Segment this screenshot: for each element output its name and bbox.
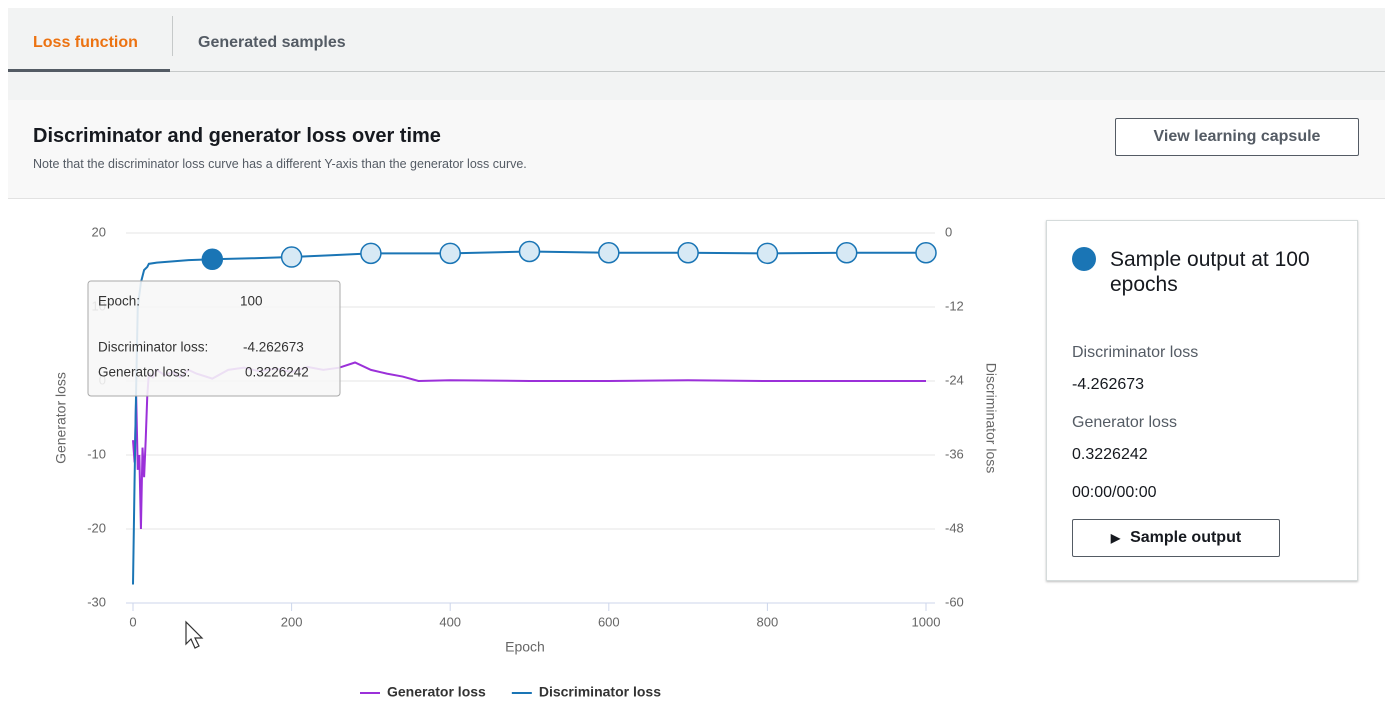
sample-dot: [1072, 247, 1096, 271]
value: -4.262673: [1072, 376, 1145, 393]
x-tick-label: 1000: [912, 614, 941, 629]
y2-tick-label: -36: [945, 446, 964, 461]
sample-marker: [439, 242, 461, 265]
y2-tick-label: 0: [945, 224, 952, 239]
tooltip-box: [87, 280, 341, 397]
title: Discriminator and generator loss over ti…: [33, 125, 441, 147]
y-tick-label: -10: [87, 446, 106, 461]
tooltip-text: Epoch:: [98, 294, 140, 309]
legend-label: Generator loss: [387, 684, 486, 700]
tab[interactable]: Loss function: [33, 34, 138, 51]
tab-underline: [8, 69, 170, 72]
mouse-cursor: [185, 620, 204, 649]
sample-marker: [201, 248, 224, 271]
y-tick-label: -30: [87, 594, 106, 609]
sample-marker: [598, 241, 620, 264]
y2-tick-label: -48: [945, 520, 964, 535]
sample-marker: [677, 241, 699, 264]
panel-title: Sample output at 100 epochs: [1110, 248, 1310, 296]
subtitle: Note that the discriminator loss curve h…: [33, 157, 527, 171]
x-tick-label: 0: [129, 614, 136, 629]
sample-marker: [915, 241, 937, 264]
tooltip-text: 100: [240, 294, 263, 309]
sample-marker: [280, 246, 303, 268]
tab-bar: Loss function Generated samples: [8, 8, 1385, 72]
y2-tick-label: -60: [945, 594, 964, 609]
value: 0.3226242: [1072, 446, 1148, 463]
y-tick-label: 20: [92, 224, 106, 239]
y2-axis-label: Discriminator loss: [983, 363, 999, 473]
tooltip-text: Discriminator loss:: [98, 340, 208, 355]
x-tick-label: 600: [598, 614, 620, 629]
y-axis-label: Generator loss: [53, 372, 69, 464]
label: Generator loss: [1072, 414, 1177, 431]
x-axis-label: Epoch: [505, 639, 545, 655]
header: Discriminator and generator loss over ti…: [8, 100, 1385, 199]
x-tick-label: 400: [439, 614, 461, 629]
x-tick-label: 800: [757, 614, 779, 629]
time: 00:00/00:00: [1072, 484, 1157, 501]
sample-panel: Sample output at 100 epochs Discriminato…: [1046, 220, 1358, 581]
spacer: [8, 72, 1385, 100]
sample-output-button[interactable]: ▶ Sample output: [1072, 519, 1280, 557]
button-label: Sample output: [1130, 529, 1242, 546]
tab-divider: [172, 16, 173, 56]
tooltip-text: Generator loss:: [98, 365, 190, 380]
tab[interactable]: Generated samples: [198, 34, 346, 51]
tooltip-text: -4.262673: [243, 340, 304, 355]
y2-tick-label: -12: [945, 298, 964, 313]
sample-marker: [756, 242, 779, 265]
learning-capsule-button[interactable]: View learning capsule: [1115, 118, 1359, 156]
tooltip-text: 0.3226242: [245, 365, 309, 380]
chart: Generator loss Discriminator loss Epoch …: [53, 224, 1000, 700]
y2-tick-label: -24: [945, 372, 964, 387]
legend-label: Discriminator loss: [539, 684, 661, 700]
sample-marker: [518, 240, 541, 263]
sample-marker: [360, 242, 382, 265]
x-tick-label: 200: [281, 614, 303, 629]
play-icon: ▶: [1110, 531, 1121, 545]
label: Discriminator loss: [1072, 344, 1199, 361]
sample-marker: [835, 241, 858, 264]
y-tick-label: -20: [87, 520, 106, 535]
